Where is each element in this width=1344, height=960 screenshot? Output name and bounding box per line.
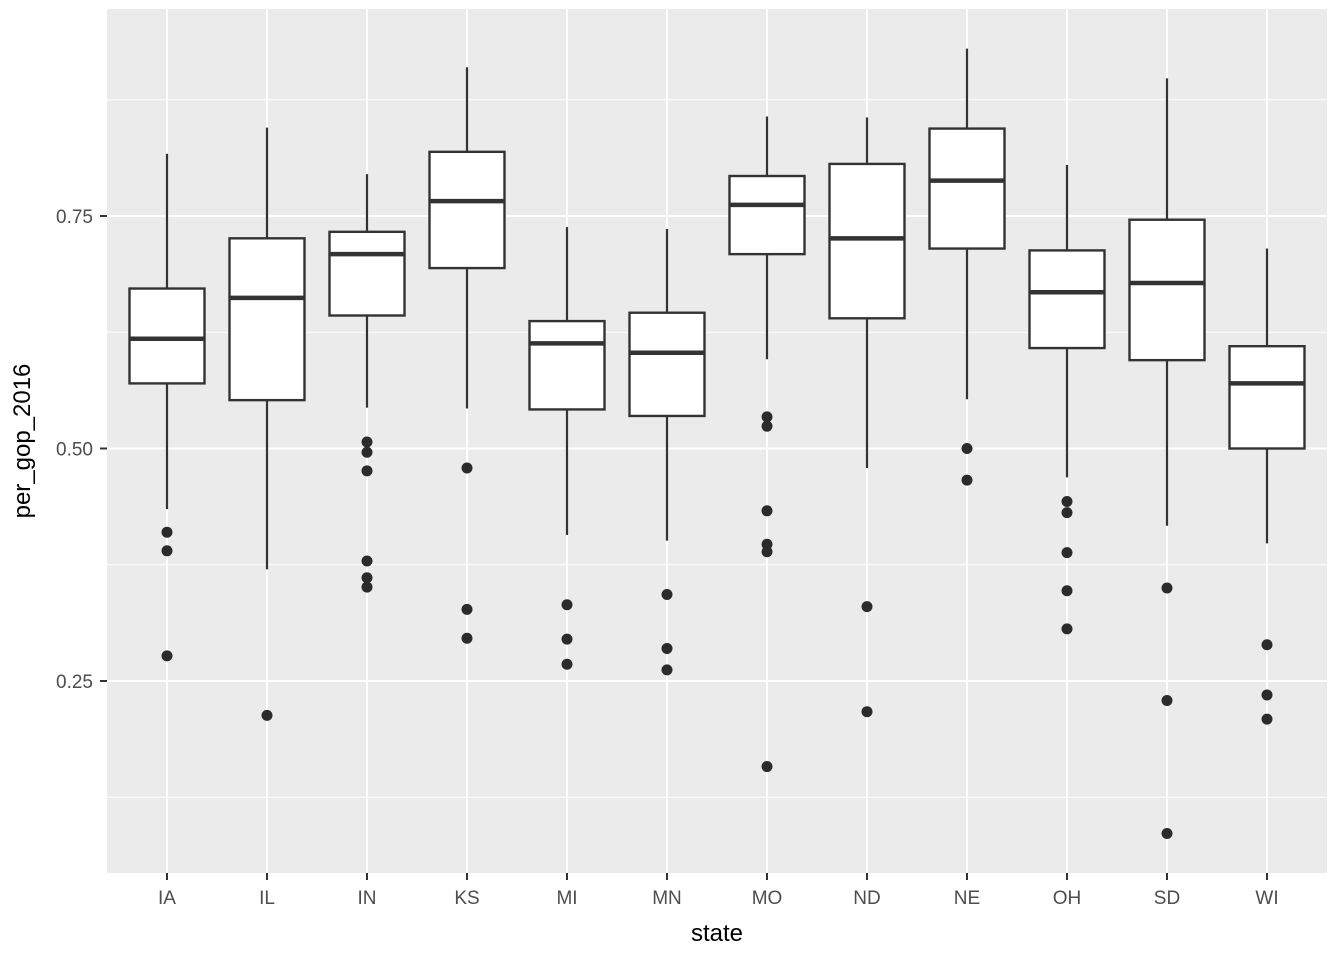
- outlier-point-OH: [1061, 623, 1073, 635]
- outlier-point-MO: [761, 420, 773, 432]
- outlier-point-ND: [861, 601, 873, 613]
- outlier-point-KS: [461, 462, 473, 474]
- x-tick-label-SD: SD: [1154, 888, 1180, 909]
- outlier-point-MO: [761, 411, 773, 423]
- boxplot-IN: [328, 174, 406, 593]
- outlier-point-SD: [1161, 695, 1173, 707]
- outlier-point-MI: [561, 599, 573, 611]
- outlier-point-MO: [761, 761, 773, 773]
- iqr-box-MN: [628, 311, 706, 418]
- boxplot-MN: [628, 229, 706, 676]
- iqr-box-KS: [428, 150, 506, 270]
- outlier-point-KS: [461, 632, 473, 644]
- x-tick-label-WI: WI: [1255, 888, 1278, 909]
- panel-background: [107, 9, 1327, 873]
- boxplot-NE: [928, 48, 1006, 486]
- y-tick-label: 0.75: [56, 207, 93, 228]
- outlier-point-IN: [361, 436, 373, 448]
- boxplot-MO: [728, 116, 806, 773]
- iqr-box-IL: [228, 237, 306, 402]
- iqr-box-SD: [1128, 218, 1206, 362]
- iqr-box-IA: [128, 287, 206, 385]
- x-axis: IA IL IN KS MI MN MO ND NE OH SD WI: [158, 873, 1279, 909]
- outlier-point-WI: [1261, 689, 1273, 701]
- boxplot-IL: [228, 127, 306, 721]
- x-tick-label-KS: KS: [454, 888, 479, 909]
- boxplot-OH: [1028, 164, 1106, 635]
- x-tick-label-IN: IN: [358, 888, 377, 909]
- boxplot-MI: [528, 227, 606, 670]
- outlier-point-SD: [1161, 828, 1173, 840]
- outlier-point-ND: [861, 706, 873, 718]
- iqr-box-ND: [828, 162, 906, 320]
- outlier-point-IN: [361, 446, 373, 458]
- x-tick-label-MO: MO: [752, 888, 783, 909]
- boxplot-SD: [1128, 78, 1206, 840]
- outlier-point-NE: [961, 474, 973, 486]
- iqr-box-MI: [528, 319, 606, 411]
- iqr-box-WI: [1228, 345, 1306, 450]
- x-axis-title: state: [691, 920, 743, 947]
- outlier-point-IL: [261, 709, 273, 721]
- outlier-point-OH: [1061, 496, 1073, 508]
- iqr-box-IN: [328, 230, 406, 317]
- x-tick-label-IA: IA: [158, 888, 176, 909]
- x-tick-label-IL: IL: [259, 888, 275, 909]
- outlier-point-SD: [1161, 582, 1173, 594]
- outlier-point-MI: [561, 658, 573, 670]
- outlier-point-IN: [361, 465, 373, 477]
- outlier-point-OH: [1061, 585, 1073, 597]
- y-axis-title: per_gop_2016: [9, 364, 36, 519]
- x-tick-label-OH: OH: [1053, 888, 1082, 909]
- outlier-point-WI: [1261, 713, 1273, 725]
- iqr-box-MO: [728, 174, 806, 256]
- outlier-point-IN: [361, 572, 373, 584]
- outlier-point-MI: [561, 633, 573, 645]
- y-tick-label: 0.25: [56, 672, 93, 693]
- outlier-point-WI: [1261, 639, 1273, 651]
- outlier-point-MN: [661, 589, 673, 601]
- outlier-point-IA: [161, 650, 173, 662]
- outlier-point-IN: [361, 555, 373, 567]
- boxplot-series: [128, 48, 1306, 840]
- x-tick-label-MN: MN: [652, 888, 682, 909]
- outlier-point-IA: [161, 545, 173, 557]
- x-tick-label-NE: NE: [954, 888, 980, 909]
- outlier-point-NE: [961, 443, 973, 454]
- boxplot-ND: [828, 117, 906, 718]
- outlier-point-OH: [1061, 507, 1073, 519]
- x-tick-label-ND: ND: [853, 888, 880, 909]
- boxplot-WI: [1228, 248, 1306, 725]
- outlier-point-MO: [761, 505, 773, 517]
- outlier-point-IN: [361, 581, 373, 593]
- y-axis: 0.25 0.50 0.75: [56, 207, 107, 693]
- boxplot-KS: [428, 67, 506, 644]
- outlier-point-MN: [661, 664, 673, 676]
- outlier-point-OH: [1061, 547, 1073, 559]
- outlier-point-MN: [661, 642, 673, 654]
- iqr-box-OH: [1028, 249, 1106, 350]
- boxplot-IA: [128, 153, 206, 662]
- y-tick-label: 0.50: [56, 440, 93, 461]
- outlier-point-IA: [161, 526, 173, 538]
- outlier-point-KS: [461, 603, 473, 615]
- iqr-box-NE: [928, 127, 1006, 250]
- x-tick-label-MI: MI: [556, 888, 577, 909]
- outlier-point-MO: [761, 546, 773, 558]
